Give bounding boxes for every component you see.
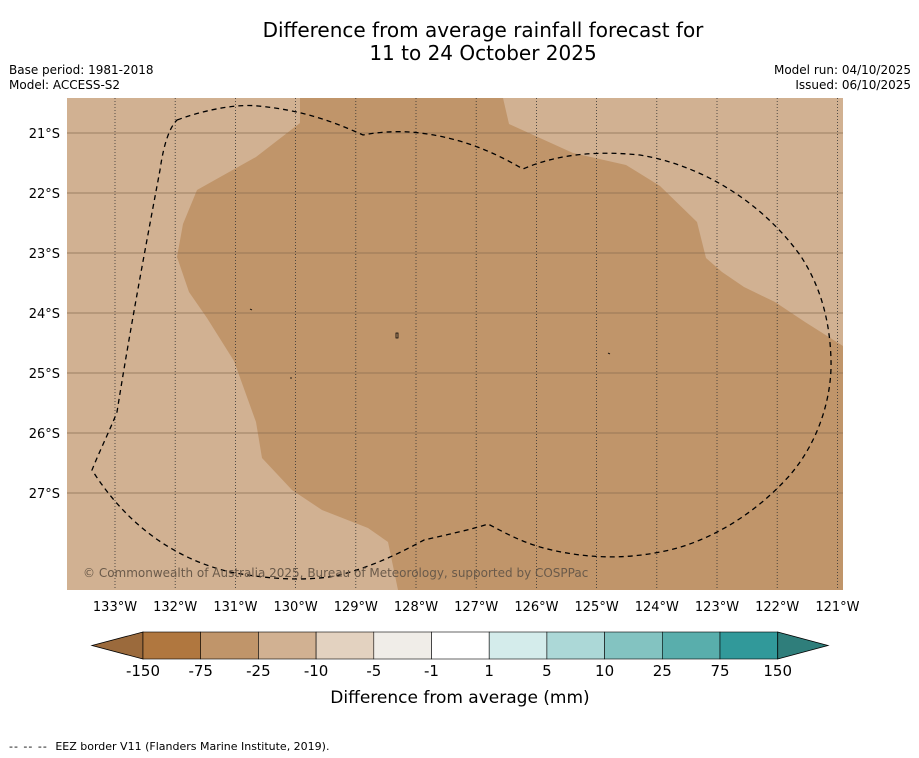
lon-label: 127°W [454,600,498,615]
lon-label: 125°W [575,600,619,615]
lon-label: 126°W [514,600,558,615]
lon-label: 122°W [755,600,799,615]
colorbar-tick-label: -150 [126,662,160,680]
colorbar-tick-label: 25 [653,662,672,680]
colorbar-segment [142,631,202,660]
eez-legend-text: EEZ border V11 (Flanders Marine Institut… [55,740,330,753]
model-name: Model: ACCESS-S2 [9,78,121,92]
title-line-1: Difference from average rainfall forecas… [262,18,704,42]
meta-left: Base period: 1981-2018 Model: ACCESS-S2 [9,63,154,93]
colorbar-tick-label: 150 [763,662,792,680]
lat-label: 24°S [29,307,60,322]
colorbar-segment [488,631,548,660]
colorbar-segment [373,631,432,660]
colorbar-tick-label: -75 [188,662,213,680]
colorbar-tick-label: 10 [595,662,614,680]
map-area: © Commonwealth of Australia 2025, Bureau… [67,98,843,590]
colorbar-segment [546,631,605,660]
footnote: -- -- -- EEZ border V11 (Flanders Marine… [9,740,329,753]
graticule [67,98,843,590]
chart-title: Difference from average rainfall forecas… [0,19,919,65]
colorbar-tick-label: 75 [710,662,729,680]
colorbar-segment [200,631,259,660]
colorbar: -150 -75 -25 -10 -5 -1 1 5 10 25 75 150 [90,631,830,680]
latitude-labels: 21°S 22°S 23°S 24°S 25°S 26°S 27°S [29,127,60,502]
title-line-2: 11 to 24 October 2025 [369,41,597,65]
anomaly-mid-region [177,98,843,590]
lon-label: 123°W [695,600,739,615]
lat-label: 21°S [29,127,60,142]
issued-date: Issued: 06/10/2025 [795,78,911,92]
longitude-labels: 133°W 132°W 131°W 130°W 129°W 128°W 127°W 126°W… [93,600,860,615]
colorbar-tick-label: -5 [366,662,381,680]
colorbar-extend-low [90,631,144,660]
lon-label: 132°W [153,600,197,615]
lon-label: 131°W [213,600,257,615]
colorbar-segment [258,631,317,660]
lon-label: 124°W [635,600,679,615]
colorbar-extend-high [777,631,830,660]
colorbar-tick-label: 5 [542,662,552,680]
eez-border [91,104,832,580]
lon-label: 133°W [93,600,137,615]
lat-label: 27°S [29,487,60,502]
lat-label: 22°S [29,187,60,202]
colorbar-segment [315,631,375,660]
copyright-notice: © Commonwealth of Australia 2025, Bureau… [83,566,588,580]
meta-right: Model run: 04/10/2025 Issued: 06/10/2025 [774,63,911,93]
base-period: Base period: 1981-2018 [9,63,154,77]
colorbar-tick-label: 1 [484,662,494,680]
colorbar-segment [719,631,779,660]
colorbar-tick-label: -1 [424,662,439,680]
eez-legend-dashes: -- -- -- [9,740,48,753]
model-run: Model run: 04/10/2025 [773,63,911,77]
lat-label: 23°S [29,247,60,262]
lat-label: 25°S [29,367,60,382]
colorbar-segment [431,631,490,660]
lat-label: 26°S [29,427,60,442]
lon-label: 129°W [334,600,378,615]
colorbar-label: Difference from average (mm) [330,688,589,708]
small-islands [249,308,611,379]
colorbar-segment [661,631,721,660]
colorbar-tick-label: -10 [304,662,329,680]
lon-label: 130°W [274,600,318,615]
lon-label: 128°W [394,600,438,615]
colorbar-segment [604,631,663,660]
colorbar-tick-label: -25 [246,662,271,680]
lon-label: 121°W [815,600,859,615]
